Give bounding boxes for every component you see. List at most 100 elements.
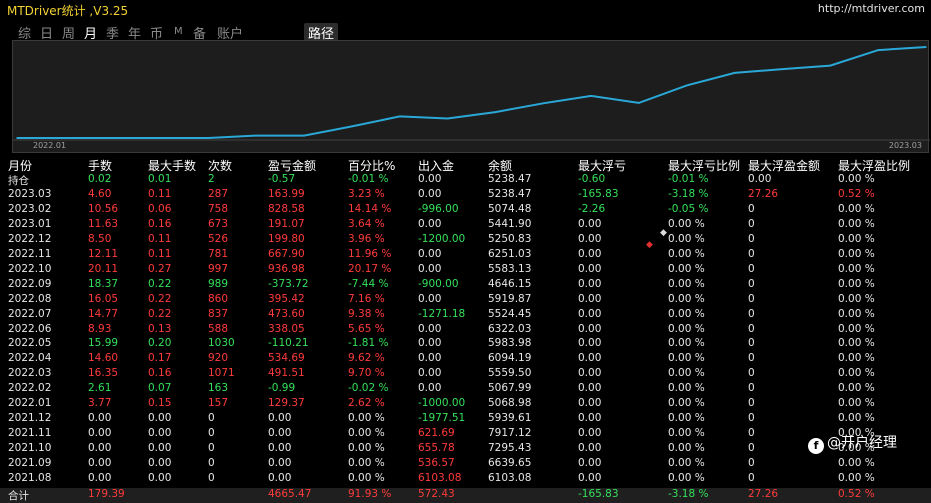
chart-point-0 — [16, 137, 18, 139]
table-cell: 5559.50 — [488, 367, 532, 380]
chart-point-13 — [638, 102, 640, 104]
table-cell: 0 — [748, 277, 755, 290]
table-cell: 2023.02 — [8, 202, 52, 215]
table-cell: 0.00 % — [668, 262, 705, 275]
table-cell: 0.00 % — [668, 217, 705, 230]
tab-0[interactable]: 综 — [18, 27, 32, 42]
table-cell: 8.93 — [88, 322, 112, 335]
table-cell: 0.00 — [418, 187, 442, 200]
table-cell: 0.22 — [148, 292, 172, 305]
table-cell: 0.00 % — [348, 442, 385, 455]
table-cell: 163.99 — [268, 187, 305, 200]
table-cell: 12.11 — [88, 247, 119, 260]
chart-point-7 — [351, 125, 353, 128]
table-cell: 0.11 — [148, 247, 172, 260]
tab-3[interactable]: 月 — [84, 27, 98, 42]
table-cell: 0 — [208, 457, 215, 470]
table-cell: 0.00 — [148, 472, 172, 484]
table-cell: 5074.48 — [488, 202, 532, 215]
table-cell: 0.00 % — [668, 397, 705, 410]
table-cell: -1.81 % — [348, 337, 389, 350]
tab-2[interactable]: 周 — [62, 27, 76, 42]
chart-start-label: 2022.01 — [33, 141, 67, 150]
tab-1[interactable]: 日 — [40, 27, 54, 42]
tab-6[interactable]: 币 — [150, 27, 164, 42]
table-cell: 0.00 % — [668, 367, 705, 380]
table-cell: 0.00 — [748, 173, 772, 185]
table-cell: 2021.11 — [8, 427, 52, 440]
tab-5[interactable]: 年 — [128, 27, 142, 42]
table-row: 2021.08 0.00 0.00 0 0.00 0.00 % 6103.08 6103.08… — [0, 472, 931, 487]
table-cell: 0.00 % — [838, 173, 875, 185]
column-header: 月份 — [8, 159, 33, 173]
table-cell: -0.01 % — [348, 173, 389, 185]
table-cell: 0.00 — [578, 322, 602, 335]
table-cell: 0.00 — [88, 442, 112, 455]
table-cell: 0.11 — [148, 187, 172, 200]
table-cell: 989 — [208, 277, 229, 290]
table-cell: 0.00 % — [838, 202, 875, 215]
tab-4[interactable]: 季 — [106, 27, 120, 42]
table-cell: 0.00 — [148, 427, 172, 440]
table-cell: 2.61 — [88, 382, 112, 395]
table-cell: 7295.43 — [488, 442, 532, 455]
table-cell: 2023.01 — [8, 217, 52, 230]
table-row: 2022.11 12.11 0.11 781 667.90 11.96 % 0.00 6251… — [0, 248, 931, 263]
tab-8[interactable]: 备 — [193, 27, 207, 42]
table-cell: 2022.07 — [8, 307, 52, 320]
table-cell: 0.11 — [148, 232, 172, 245]
table-cell: 0.00 % — [838, 472, 875, 484]
column-header: 最大手数 — [148, 159, 197, 173]
table-cell: 0.00 — [268, 427, 292, 440]
table-cell: 2022.08 — [8, 292, 52, 305]
table-row: 2022.04 14.60 0.17 920 534.69 9.62 % 0.00 6094.… — [0, 352, 931, 367]
table-cell: 0.02 — [88, 173, 112, 185]
table-cell: 0.00 — [268, 472, 292, 484]
path-button[interactable]: 路径 — [304, 23, 339, 42]
table-cell: 199.80 — [268, 232, 305, 245]
table-cell: -0.02 % — [348, 382, 389, 395]
table-cell: 2022.02 — [8, 382, 52, 395]
tab-7[interactable]: M — [174, 26, 183, 37]
table-cell: 2 — [208, 173, 215, 185]
chart-point-6 — [303, 134, 305, 137]
website-link[interactable]: http://mtdriver.com — [817, 2, 925, 15]
column-header: 盈亏金额 — [268, 159, 317, 173]
table-cell: 0.00 — [578, 232, 602, 245]
table-cell: 14.60 — [88, 352, 119, 365]
column-header: 出入金 — [418, 159, 455, 173]
table-cell: 2022.01 — [8, 397, 52, 410]
table-cell: 2021.08 — [8, 472, 52, 484]
table-cell: 7917.12 — [488, 427, 532, 440]
table-cell: 0.00 — [418, 173, 442, 185]
title-bar: MTDriver统计 ,V3.25 http://mtdriver.com — [0, 0, 931, 20]
table-cell: 0 — [748, 427, 755, 440]
table-cell: 0 — [748, 202, 755, 215]
table-cell: 0.00 % — [348, 472, 385, 484]
table-row: 2022.08 16.05 0.22 860 395.42 7.16 % 0.00 5919.… — [0, 293, 931, 308]
table-row: 2023.03 4.60 0.11 287 163.99 3.23 % 0.00 5238.4… — [0, 188, 931, 203]
table-cell: 0.00 % — [668, 457, 705, 470]
table-row: 2022.05 15.99 0.20 1030 -110.21 -1.81 % 0.00 59… — [0, 337, 931, 352]
table-cell: 20.17 % — [348, 262, 392, 275]
table-cell: 5238.47 — [488, 173, 532, 185]
table-cell: -0.60 — [578, 173, 606, 185]
table-cell: 287 — [208, 187, 229, 200]
table-cell: 0.13 — [148, 322, 172, 335]
table-cell: 0.00 % — [348, 457, 385, 470]
table-cell: 5238.47 — [488, 187, 532, 200]
chart-point-16 — [781, 68, 784, 70]
table-cell: 0.00 % — [838, 262, 875, 275]
table-cell: 6639.65 — [488, 457, 532, 470]
table-cell: 163 — [208, 382, 229, 395]
tab-9[interactable]: 账户 — [217, 27, 244, 42]
table-cell: 0.27 — [148, 262, 172, 275]
table-cell: 0.00 — [578, 457, 602, 470]
table-cell: 2.62 % — [348, 397, 385, 410]
table-cell: 14.77 — [88, 307, 119, 320]
table-cell: 0.22 — [148, 307, 172, 320]
table-cell: 3.23 % — [348, 187, 385, 200]
table-cell: 5250.83 — [488, 232, 532, 245]
table-cell: 0 — [748, 382, 755, 395]
table-cell: 11.63 — [88, 217, 119, 230]
